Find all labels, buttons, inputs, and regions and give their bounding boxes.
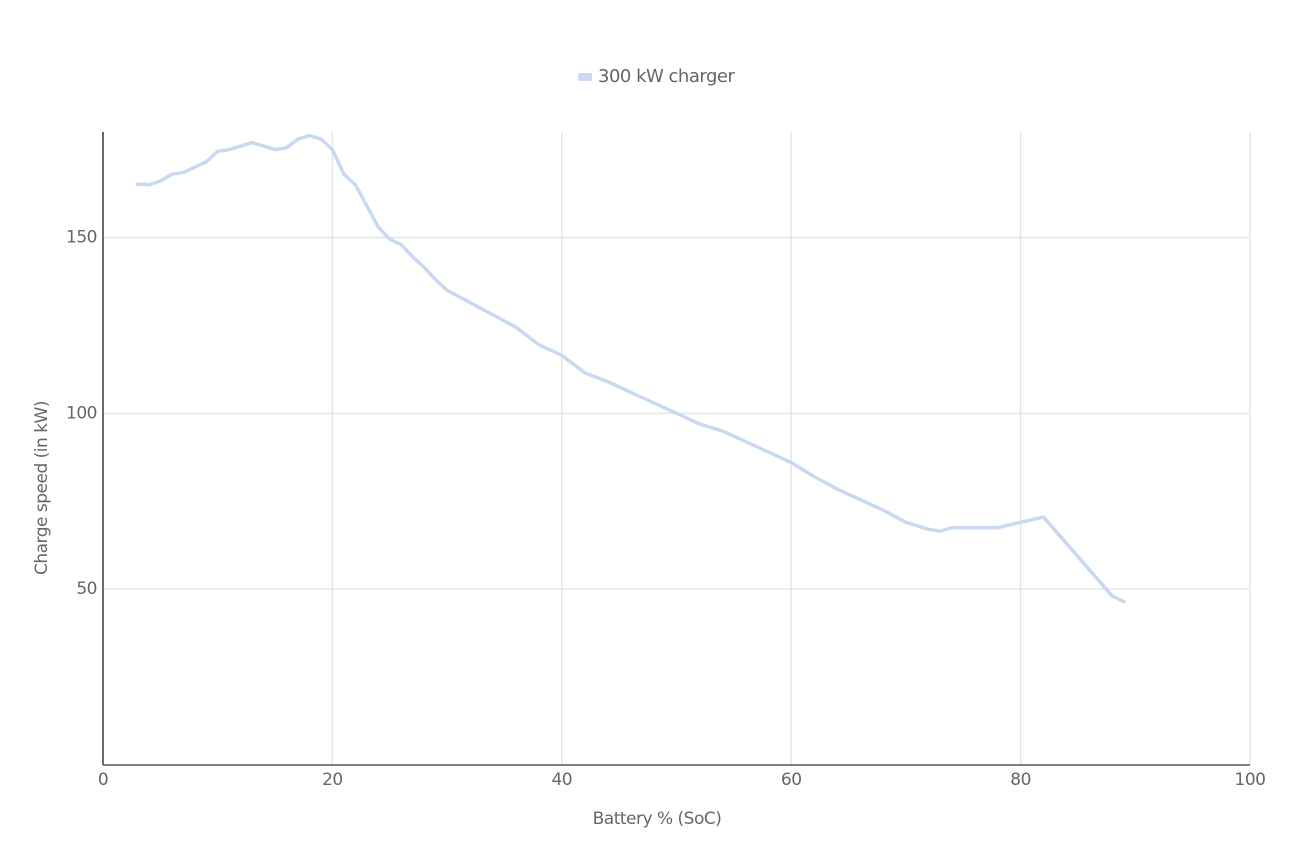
y-tick-label: 150 [66, 228, 97, 248]
x-tick-label: 40 [551, 770, 572, 790]
grid [102, 132, 1251, 765]
x-tick-label: 20 [322, 770, 343, 790]
x-tick-label: 80 [1010, 770, 1031, 790]
line [135, 133, 1126, 604]
x-tick-label: 100 [1235, 770, 1266, 790]
legend-label: 300 kW charger [598, 66, 735, 87]
legend-swatch [578, 73, 592, 81]
x-axis-title: Battery % (SoC) [593, 809, 722, 829]
y-tick-label: 100 [66, 403, 97, 423]
x-tick-label: 60 [781, 770, 802, 790]
y-axis-title: Charge speed (in kW) [32, 401, 52, 575]
y-tick-label: 50 [76, 579, 97, 599]
x-tick-label: 0 [98, 770, 108, 790]
